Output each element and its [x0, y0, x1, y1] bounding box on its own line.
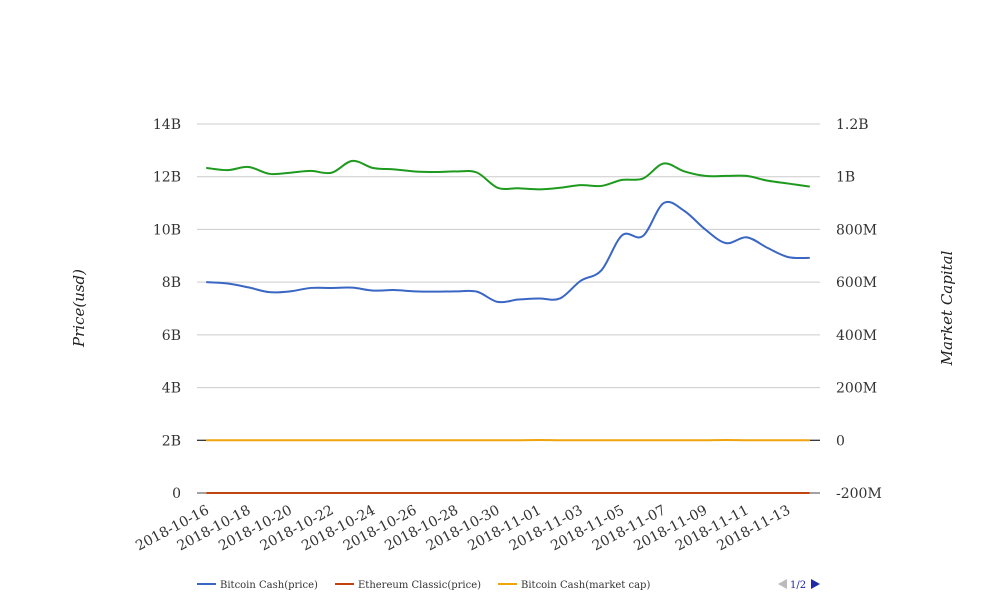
legend-pager: 1/2: [778, 579, 820, 591]
series-line-unlabeled-series: [206, 159, 810, 191]
left-tick-label: 4B: [162, 381, 181, 397]
right-tick-label: -200M: [836, 486, 882, 502]
right-axis-ticks: -200M 0 200M 400M 600M 800M 1B 1.2B: [836, 117, 882, 502]
legend-item-bitcoin-cash-price[interactable]: Bitcoin Cash(price): [197, 580, 318, 591]
left-axis-title: Price(usd): [70, 269, 88, 348]
left-tick-label: 8B: [162, 275, 181, 291]
gridlines: [197, 123, 820, 494]
legend-page-indicator: 1/2: [790, 580, 806, 591]
left-tick-label: 12B: [153, 170, 181, 186]
left-tick-label: 6B: [162, 328, 181, 344]
right-tick-label: 0: [836, 433, 845, 449]
right-tick-label: 600M: [836, 275, 877, 291]
left-axis-ticks: 0 2B 4B 6B 8B 10B 12B 14B: [153, 117, 181, 502]
legend-label: Bitcoin Cash(price): [220, 580, 318, 591]
legend-item-bitcoin-cash-market-cap[interactable]: Bitcoin Cash(market cap): [498, 580, 650, 591]
right-tick-label: 1B: [836, 170, 855, 186]
right-tick-label: 400M: [836, 328, 877, 344]
x-axis-ticks: 2018-10-162018-10-182018-10-202018-10-22…: [133, 502, 793, 554]
series-line-bitcoin-cash-price: [206, 200, 810, 304]
left-tick-label: 14B: [153, 117, 181, 133]
left-tick-label: 0: [172, 486, 181, 502]
legend-item-ethereum-classic-price[interactable]: Ethereum Classic(price): [335, 580, 481, 591]
right-tick-label: 1.2B: [836, 117, 869, 133]
legend-label: Ethereum Classic(price): [358, 580, 481, 591]
right-axis-title: Market Capital: [938, 250, 956, 366]
right-tick-label: 200M: [836, 381, 877, 397]
legend-label: Bitcoin Cash(market cap): [521, 580, 650, 591]
right-tick-label: 800M: [836, 222, 877, 238]
triangle-right-icon[interactable]: [811, 579, 820, 589]
legend: Bitcoin Cash(price) Ethereum Classic(pric…: [197, 580, 650, 591]
left-tick-label: 10B: [153, 222, 181, 238]
triangle-left-icon[interactable]: [778, 579, 787, 589]
series-lines: [206, 159, 810, 495]
left-tick-label: 2B: [162, 433, 181, 449]
